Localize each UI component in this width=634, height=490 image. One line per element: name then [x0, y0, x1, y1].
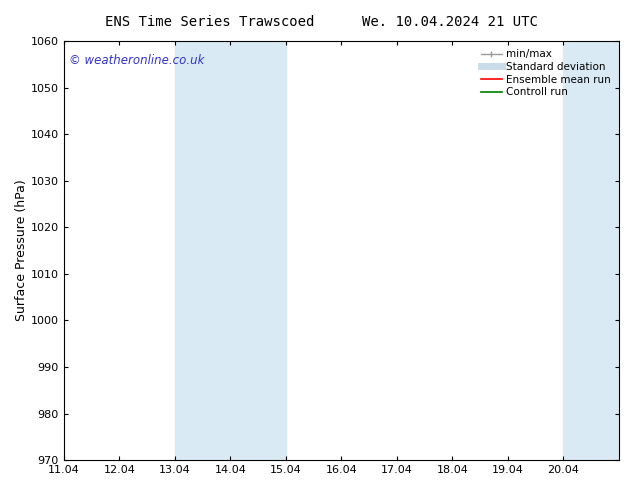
Text: We. 10.04.2024 21 UTC: We. 10.04.2024 21 UTC — [362, 15, 538, 29]
Y-axis label: Surface Pressure (hPa): Surface Pressure (hPa) — [15, 180, 28, 321]
Bar — [592, 41, 619, 460]
Bar — [564, 41, 592, 460]
Text: ENS Time Series Trawscoed: ENS Time Series Trawscoed — [105, 15, 314, 29]
Bar — [175, 41, 203, 460]
Bar — [203, 41, 286, 460]
Text: © weatheronline.co.uk: © weatheronline.co.uk — [69, 53, 205, 67]
Legend: min/max, Standard deviation, Ensemble mean run, Controll run: min/max, Standard deviation, Ensemble me… — [478, 46, 614, 100]
